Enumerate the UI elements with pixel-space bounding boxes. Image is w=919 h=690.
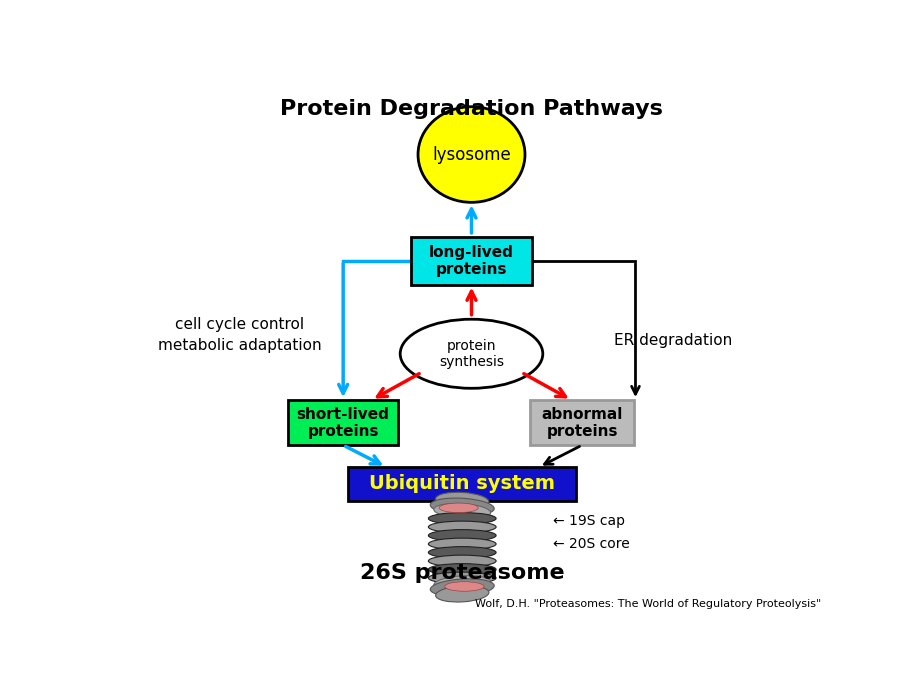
Ellipse shape <box>428 564 495 575</box>
Text: Protein Degradation Pathways: Protein Degradation Pathways <box>279 99 663 119</box>
Text: ← 20S core: ← 20S core <box>553 537 630 551</box>
Text: ← 19S cap: ← 19S cap <box>553 514 625 528</box>
Ellipse shape <box>428 530 495 542</box>
Ellipse shape <box>428 572 495 584</box>
Ellipse shape <box>430 579 494 596</box>
Text: long-lived
proteins: long-lived proteins <box>428 244 514 277</box>
FancyBboxPatch shape <box>529 400 633 446</box>
Ellipse shape <box>430 498 494 515</box>
Text: short-lived
proteins: short-lived proteins <box>297 406 389 439</box>
FancyBboxPatch shape <box>411 237 531 285</box>
Ellipse shape <box>417 107 525 202</box>
Text: ER degradation: ER degradation <box>614 333 732 348</box>
Text: protein
synthesis: protein synthesis <box>438 339 504 369</box>
FancyBboxPatch shape <box>288 400 398 446</box>
Ellipse shape <box>428 521 495 533</box>
Text: lysosome: lysosome <box>432 146 510 164</box>
Ellipse shape <box>438 503 478 513</box>
Ellipse shape <box>444 582 483 591</box>
Ellipse shape <box>435 586 488 602</box>
Text: cell cycle control: cell cycle control <box>175 317 304 332</box>
Ellipse shape <box>434 575 490 591</box>
Ellipse shape <box>428 546 495 558</box>
Text: 26S proteasome: 26S proteasome <box>359 563 564 583</box>
Ellipse shape <box>428 538 495 550</box>
Ellipse shape <box>400 319 542 388</box>
FancyBboxPatch shape <box>347 467 575 501</box>
Text: metabolic adaptation: metabolic adaptation <box>158 338 322 353</box>
Text: Wolf, D.H. "Proteasomes: The World of Regulatory Proteolysis": Wolf, D.H. "Proteasomes: The World of Re… <box>474 599 820 609</box>
Ellipse shape <box>434 504 490 519</box>
Ellipse shape <box>428 555 495 566</box>
Ellipse shape <box>428 513 495 524</box>
Text: Ubiquitin system: Ubiquitin system <box>369 475 555 493</box>
Ellipse shape <box>435 492 488 509</box>
Text: abnormal
proteins: abnormal proteins <box>540 406 622 439</box>
